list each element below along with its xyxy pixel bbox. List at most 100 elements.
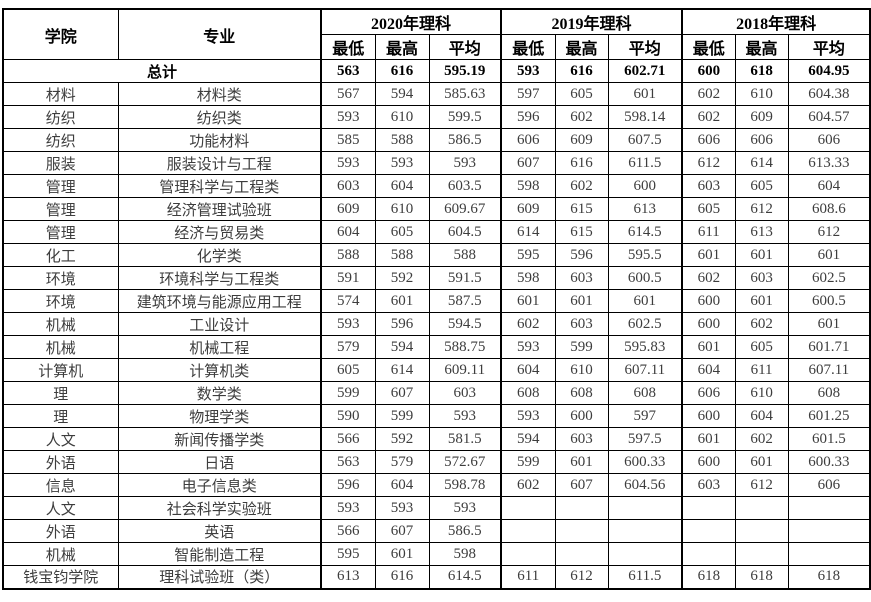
score-cell: 612 — [787, 220, 871, 244]
score-cell: 609 — [734, 105, 789, 129]
score-cell: 601 — [734, 243, 789, 267]
score-cell: 602 — [681, 266, 736, 290]
score-cell: 607 — [374, 519, 430, 543]
score-cell: 607 — [554, 473, 609, 497]
score-cell: 579 — [320, 335, 376, 359]
col-header-college: 学院 — [2, 8, 119, 60]
score-cell: 602 — [681, 105, 736, 129]
score-cell: 593 — [374, 151, 430, 175]
score-cell: 593 — [320, 496, 376, 520]
score-cell: 616 — [554, 151, 609, 175]
college-cell: 钱宝钧学院 — [2, 565, 119, 589]
score-cell: 596 — [320, 473, 376, 497]
score-cell: 604 — [374, 174, 430, 198]
major-cell: 环境科学与工程类 — [117, 266, 322, 290]
score-cell — [500, 542, 556, 566]
score-cell: 601.5 — [787, 427, 871, 451]
score-cell: 602 — [734, 427, 789, 451]
major-cell: 理科试验班（类） — [117, 565, 322, 589]
score-cell: 602 — [681, 82, 736, 106]
college-cell: 环境 — [2, 289, 119, 313]
college-cell: 理 — [2, 404, 119, 428]
score-cell: 594 — [374, 82, 430, 106]
score-cell: 601 — [607, 289, 683, 313]
score-cell: 595 — [500, 243, 556, 267]
score-cell: 604 — [374, 473, 430, 497]
score-cell — [787, 542, 871, 566]
score-cell: 603 — [734, 266, 789, 290]
score-cell: 603 — [554, 312, 609, 336]
col-header-major: 专业 — [117, 8, 322, 60]
score-cell: 593 — [428, 151, 502, 175]
table-row: 钱宝钧学院 理科试验班（类） 613 616 614.5 611 612 611.5 618 61… — [2, 565, 871, 589]
score-cell: 612 — [734, 473, 789, 497]
score-cell: 602 — [500, 473, 556, 497]
college-cell: 外语 — [2, 450, 119, 474]
score-cell: 597 — [607, 404, 683, 428]
score-cell: 588.75 — [428, 335, 502, 359]
score-cell: 585 — [320, 128, 376, 152]
table-row: 机械 智能制造工程 595 601 598 — [2, 542, 871, 566]
score-cell: 595.5 — [607, 243, 683, 267]
score-cell: 610 — [734, 82, 789, 106]
score-cell: 593 — [428, 496, 502, 520]
score-cell: 611 — [734, 358, 789, 382]
score-cell: 598.78 — [428, 473, 502, 497]
college-cell: 管理 — [2, 197, 119, 221]
table-row: 外语 日语 563 579 572.67 599 601 600.33 600 601 600.33 — [2, 450, 871, 474]
score-cell: 587.5 — [428, 289, 502, 313]
total-score-cell: 593 — [500, 59, 556, 83]
score-cell: 599 — [320, 381, 376, 405]
score-cell: 609.67 — [428, 197, 502, 221]
score-cell: 600 — [554, 404, 609, 428]
college-cell: 管理 — [2, 220, 119, 244]
major-cell: 数学类 — [117, 381, 322, 405]
total-score-cell: 595.19 — [428, 59, 502, 83]
score-cell: 601 — [681, 335, 736, 359]
score-cell: 601 — [607, 82, 683, 106]
score-cell: 611 — [681, 220, 736, 244]
score-cell: 602.5 — [607, 312, 683, 336]
score-cell: 604 — [320, 220, 376, 244]
score-cell: 604 — [500, 358, 556, 382]
score-cell: 601 — [681, 243, 736, 267]
col-header-min-2020: 最低 — [320, 34, 376, 60]
score-cell — [681, 542, 736, 566]
score-cell: 610 — [554, 358, 609, 382]
score-cell: 603 — [554, 266, 609, 290]
score-cell: 608 — [607, 381, 683, 405]
score-cell: 601 — [681, 427, 736, 451]
score-cell: 606 — [681, 381, 736, 405]
score-cell: 592 — [374, 266, 430, 290]
score-cell — [787, 496, 871, 520]
college-cell: 外语 — [2, 519, 119, 543]
major-cell: 机械工程 — [117, 335, 322, 359]
score-cell: 604.5 — [428, 220, 502, 244]
score-cell: 600.5 — [607, 266, 683, 290]
college-cell: 信息 — [2, 473, 119, 497]
score-cell: 610 — [374, 105, 430, 129]
score-cell: 603 — [320, 174, 376, 198]
score-cell — [554, 519, 609, 543]
score-cell: 601 — [374, 289, 430, 313]
college-cell: 纺织 — [2, 105, 119, 129]
score-cell: 591.5 — [428, 266, 502, 290]
score-cell: 595 — [320, 542, 376, 566]
score-cell: 613.33 — [787, 151, 871, 175]
score-cell — [500, 496, 556, 520]
score-cell: 600.33 — [607, 450, 683, 474]
score-cell: 607.5 — [607, 128, 683, 152]
score-cell: 609.11 — [428, 358, 502, 382]
score-cell — [734, 542, 789, 566]
major-cell: 功能材料 — [117, 128, 322, 152]
score-cell: 604.38 — [787, 82, 871, 106]
col-header-year-2019: 2019年理科 — [500, 8, 683, 35]
score-cell: 600 — [681, 312, 736, 336]
score-cell — [681, 519, 736, 543]
score-cell — [607, 542, 683, 566]
score-cell: 600 — [681, 450, 736, 474]
score-cell: 606 — [787, 128, 871, 152]
college-cell: 计算机 — [2, 358, 119, 382]
major-cell: 物理学类 — [117, 404, 322, 428]
total-row: 总计 563 616 595.19 593 616 602.71 600 618 604.95 — [2, 59, 871, 83]
